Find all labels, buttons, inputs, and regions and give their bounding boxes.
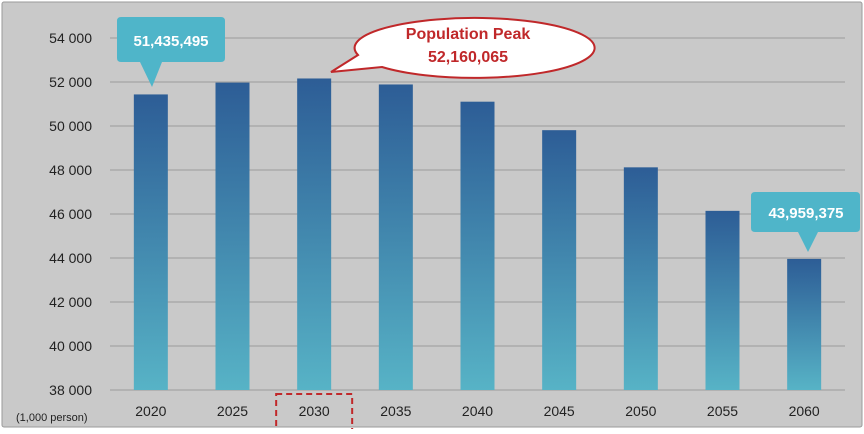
peak-title: Population Peak <box>406 26 531 43</box>
x-tick-label-2050: 2050 <box>625 403 656 419</box>
y-tick-label: 50 000 <box>49 118 92 134</box>
bar-2020 <box>133 94 168 391</box>
x-tick-label-2045: 2045 <box>544 403 575 419</box>
y-tick-label: 42 000 <box>49 294 92 310</box>
bar-2025 <box>215 82 250 390</box>
y-axis-unit-label: (1,000 person) <box>16 412 88 424</box>
x-tick-label-2060: 2060 <box>789 403 820 419</box>
y-tick-label: 54 000 <box>49 30 92 46</box>
y-tick-label: 44 000 <box>49 250 92 266</box>
y-tick-label: 52 000 <box>49 74 92 90</box>
peak-callout: Population Peak 52,160,065 <box>330 16 596 79</box>
y-axis-ticks: 38 000 40 000 42 000 44 000 46 000 48 000 50 0… <box>49 30 92 398</box>
y-tick-label: 46 000 <box>49 206 92 222</box>
highlight-box-2030 <box>275 393 354 434</box>
bar-2060 <box>787 258 822 390</box>
y-tick-label: 38 000 <box>49 382 92 398</box>
x-tick-label-2020: 2020 <box>135 403 166 419</box>
bar-2035 <box>378 84 413 391</box>
end-value-label: 43,959,375 <box>768 205 843 222</box>
y-tick-label: 40 000 <box>49 338 92 354</box>
x-tick-label-2040: 2040 <box>462 403 493 419</box>
x-axis-ticks: 2020 2025 2030 2035 2040 2045 2050 2055 2060 <box>135 403 820 419</box>
start-callout-bubble <box>117 17 225 87</box>
end-callout-bubble <box>751 192 860 252</box>
peak-value-label: 52,160,065 <box>428 49 508 66</box>
y-tick-label: 48 000 <box>49 162 92 178</box>
start-value-callout: 51,435,495 <box>117 17 225 87</box>
x-tick-label-2035: 2035 <box>380 403 411 419</box>
x-tick-label-2025: 2025 <box>217 403 248 419</box>
bar-2030 <box>297 78 332 390</box>
bars <box>133 78 822 391</box>
bar-2040 <box>460 101 495 390</box>
peak-callout-bubble <box>330 16 596 79</box>
x-tick-label-2030: 2030 <box>299 403 330 419</box>
end-value-callout: 43,959,375 <box>751 192 860 252</box>
bar-2055 <box>705 210 740 390</box>
bar-2045 <box>542 130 577 390</box>
start-value-label: 51,435,495 <box>133 33 208 50</box>
x-tick-label-2055: 2055 <box>707 403 738 419</box>
bar-2050 <box>623 167 658 390</box>
